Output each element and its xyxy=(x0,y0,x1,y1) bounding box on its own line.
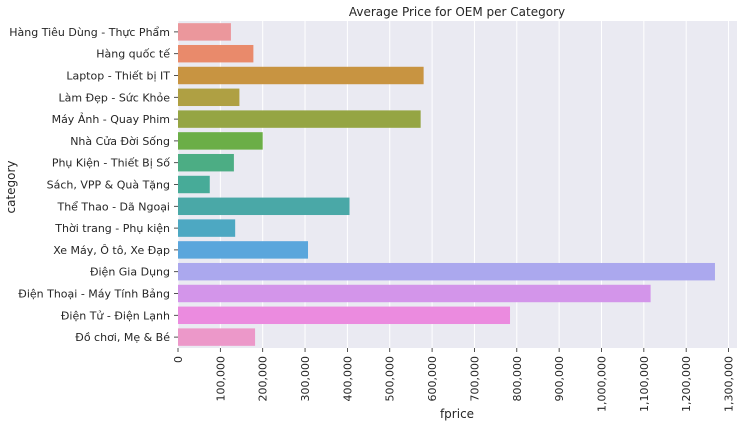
x-tick-label: 0 xyxy=(172,356,185,363)
x-tick-label: 1,100,000 xyxy=(638,356,651,412)
y-tick-label: Làm Đẹp - Sức Khỏe xyxy=(59,91,171,104)
bar xyxy=(178,175,210,194)
bar xyxy=(178,153,234,172)
x-tick-label: 1,200,000 xyxy=(680,356,693,412)
y-tick-label: Nhà Cửa Đời Sống xyxy=(70,135,170,148)
x-tick-label: 100,000 xyxy=(214,356,227,402)
x-tick-label: 300,000 xyxy=(299,356,312,402)
bar xyxy=(178,44,254,63)
x-tick-labels: 0 100,000 200,000 300,000 400,000 500,000 600,… xyxy=(172,348,736,412)
bar xyxy=(178,197,350,216)
y-tick-label: Máy Ảnh - Quay Phim xyxy=(52,112,170,126)
bar xyxy=(178,219,236,237)
y-tick-label: Thể Thao - Dã Ngoại xyxy=(56,200,170,213)
x-tick-label: 900,000 xyxy=(553,356,566,402)
y-tick-label: Xe Máy, Ô tô, Xe Đạp xyxy=(53,244,170,257)
y-tick-label: Hàng Tiêu Dùng - Thực Phẩm xyxy=(9,26,170,39)
y-axis-label: category xyxy=(4,160,18,213)
bar xyxy=(178,241,309,259)
x-tick-label: 800,000 xyxy=(511,356,524,402)
bar xyxy=(178,306,511,325)
bar xyxy=(178,284,651,303)
x-tick-label: 200,000 xyxy=(257,356,270,402)
y-tick-label: Điện Gia Dụng xyxy=(90,266,170,279)
y-tick-label: Laptop - Thiết bị IT xyxy=(66,70,170,83)
x-tick-label: 700,000 xyxy=(468,356,481,402)
bar xyxy=(178,110,421,128)
y-tick-label: Phụ Kiện - Thiết Bị Số xyxy=(52,157,170,170)
y-tick-label: Sách, VPP & Quà Tặng xyxy=(47,179,170,192)
x-tick-label: 1,000,000 xyxy=(595,356,608,412)
chart-title: Average Price for OEM per Category xyxy=(349,5,565,19)
y-tick-label: Điện Tử - Điện Lạnh xyxy=(61,309,170,322)
y-tick-labels: Hàng Tiêu Dùng - Thực Phẩm Hàng quốc tế La… xyxy=(9,26,178,344)
y-tick-label: Đồ chơi, Mẹ & Bé xyxy=(75,331,170,344)
x-tick-label: 400,000 xyxy=(341,356,354,402)
bar xyxy=(178,132,263,150)
y-tick-label: Hàng quốc tế xyxy=(96,48,170,61)
bar xyxy=(178,66,424,85)
y-tick-label: Điện Thoại - Máy Tính Bảng xyxy=(18,288,170,301)
bar xyxy=(178,262,715,281)
bar xyxy=(178,23,231,41)
x-tick-label: 1,300,000 xyxy=(723,356,736,412)
x-tick-label: 500,000 xyxy=(384,356,397,402)
bar xyxy=(178,328,256,346)
bars xyxy=(178,23,715,346)
bar xyxy=(178,88,240,107)
x-tick-label: 600,000 xyxy=(426,356,439,402)
x-axis-label: fprice xyxy=(440,407,474,421)
y-tick-label: Thời trang - Phụ kiện xyxy=(54,222,170,235)
